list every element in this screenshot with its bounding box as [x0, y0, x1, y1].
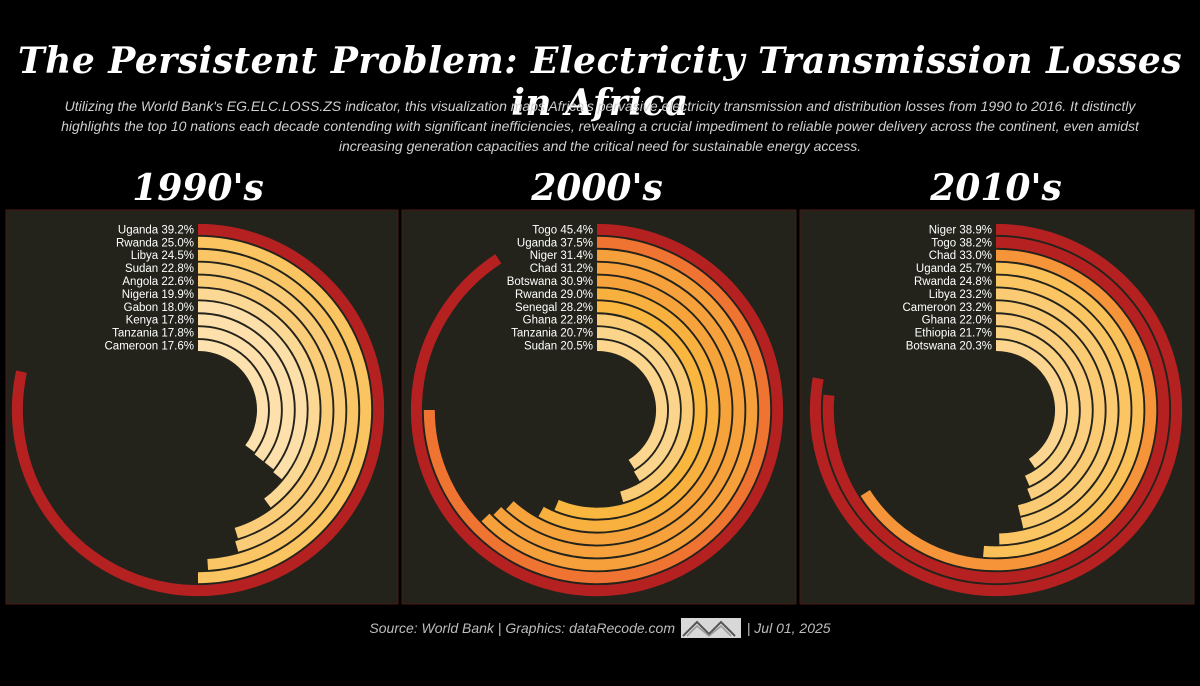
bar-label: Senegal 28.2% [515, 302, 593, 314]
radial-bar [197, 314, 294, 470]
bar-label: Uganda 37.5% [517, 237, 593, 249]
source-text: Source: World Bank | Graphics: dataRecod… [369, 620, 675, 636]
bar-label: Togo 38.2% [931, 237, 992, 249]
bar-label: Kenya 17.8% [126, 315, 194, 327]
radial-bar [822, 236, 1170, 584]
radial-bar [596, 340, 667, 470]
bar-label: Uganda 39.2% [118, 224, 194, 236]
radial-bar [506, 275, 732, 545]
radial-bar [493, 262, 745, 558]
bar-label: Niger 38.9% [929, 224, 992, 236]
bar-label: Botswana 20.3% [906, 341, 992, 353]
decade-title: 2010's [929, 167, 1061, 209]
radial-bar [197, 301, 307, 480]
radial-bar [596, 327, 680, 482]
bar-label: Cameroon 23.2% [903, 302, 993, 314]
bar-label: Sudan 22.8% [125, 263, 194, 275]
radial-bar [197, 275, 333, 539]
footer: Source: World Bank | Graphics: dataRecod… [0, 618, 1200, 638]
date-text: | Jul 01, 2025 [746, 620, 831, 636]
radial-bar [995, 314, 1092, 500]
radial-chart-3: 2010's Niger 38.9%Togo 38.2%Chad 33.0%Uga… [799, 167, 1195, 605]
radial-bar [423, 236, 771, 584]
bar-label: Togo 45.4% [532, 224, 593, 236]
radial-bar [995, 301, 1105, 516]
bar-label: Chad 31.2% [530, 263, 593, 275]
radial-bar [197, 288, 320, 508]
chart-title: The Persistent Problem: Electricity Tran… [17, 40, 1183, 124]
datarecode-logo-icon [680, 618, 741, 638]
bar-label: Ghana 22.0% [922, 315, 992, 327]
radial-bar [197, 249, 359, 570]
chart-subtitle: Utilizing the World Bank's EG.ELC.LOSS.Z… [61, 98, 1139, 154]
radial-bar [538, 288, 719, 532]
bar-label: Ghana 22.8% [523, 315, 593, 327]
radial-bar [197, 340, 268, 452]
bar-label: Angola 22.6% [122, 276, 194, 288]
bar-label: Cameroon 17.6% [105, 341, 195, 353]
radial-bar [11, 223, 385, 597]
radial-bar [809, 223, 1183, 597]
bar-label: Rwanda 25.0% [116, 237, 194, 249]
bar-label: Tanzania 17.8% [112, 328, 194, 340]
bar-label: Tanzania 20.7% [511, 328, 593, 340]
radial-bar [410, 223, 784, 597]
bar-label: Rwanda 24.8% [914, 276, 992, 288]
radial-bar [554, 301, 706, 519]
radial-chart-2: 2000's Togo 45.4%Uganda 37.5%Niger 31.4%C… [401, 167, 797, 605]
decade-title: 1990's [132, 167, 263, 209]
radial-bar [197, 262, 346, 552]
radial-bar [481, 249, 758, 571]
decade-title: 2000's [530, 167, 662, 209]
radial-bar [995, 288, 1118, 529]
radial-bar [983, 262, 1144, 558]
bar-label: Libya 23.2% [929, 289, 992, 301]
bar-label: Botswana 30.9% [507, 276, 593, 288]
radial-bar [197, 327, 281, 462]
bar-label: Uganda 25.7% [916, 263, 992, 275]
bar-label: Sudan 20.5% [524, 341, 593, 353]
radial-bar [995, 275, 1131, 545]
radial-bar [860, 249, 1157, 571]
radial-chart-1: 1990's Uganda 39.2%Rwanda 25.0%Libya 24.5… [5, 167, 399, 605]
bar-label: Nigeria 19.9% [122, 289, 194, 301]
bar-label: Niger 31.4% [530, 250, 593, 262]
radial-bar [995, 327, 1079, 486]
radial-bar [995, 340, 1066, 469]
bar-label: Chad 33.0% [929, 250, 992, 262]
bar-label: Ethiopia 21.7% [915, 328, 992, 340]
radial-bar [596, 314, 693, 503]
bar-label: Libya 24.5% [131, 250, 194, 262]
bar-label: Gabon 18.0% [124, 302, 194, 314]
radial-bar [197, 236, 372, 584]
bar-label: Rwanda 29.0% [515, 289, 593, 301]
